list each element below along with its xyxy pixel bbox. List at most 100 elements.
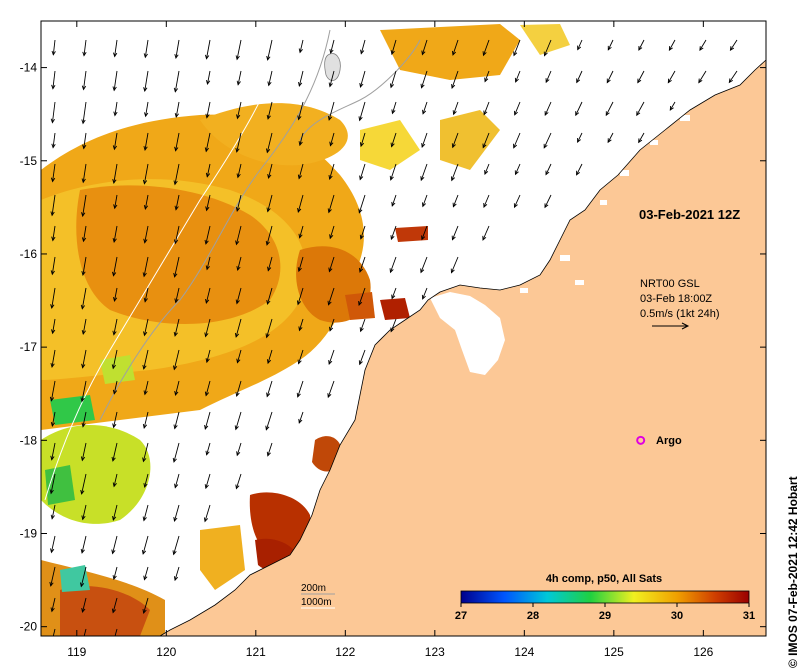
current-vector (451, 256, 459, 273)
current-vector (144, 318, 149, 336)
current-vector-head (450, 176, 455, 182)
current-vector-head (390, 142, 395, 148)
current-vector-head (636, 111, 641, 117)
current-vector (728, 70, 738, 83)
current-vector-head (142, 364, 147, 370)
colorbar-tick-label: 27 (455, 610, 467, 622)
colorbar-ticks: 27 28 29 30 31 (455, 603, 755, 622)
current-vector (360, 132, 366, 147)
current-vector (299, 132, 304, 146)
current-vector (144, 70, 149, 92)
current-vector (267, 194, 273, 212)
y-axis: -14 -15 -16 -17 -18 -19 -20 (20, 61, 766, 634)
current-vector (205, 287, 211, 304)
current-vector-head (327, 208, 332, 214)
current-vector-head (174, 54, 179, 60)
current-vector (235, 411, 242, 430)
current-vector (174, 473, 180, 488)
current-vector-head (111, 549, 116, 555)
current-vector-head (607, 45, 612, 51)
current-vector (113, 132, 118, 150)
reef-island (324, 53, 341, 81)
current-vector-head (391, 294, 396, 300)
current-vector-head (235, 392, 240, 398)
current-vector-head (81, 422, 86, 428)
current-vector (329, 225, 335, 239)
current-vector-head (205, 206, 210, 212)
current-vector-head (80, 456, 86, 462)
current-vector (452, 39, 459, 56)
current-vector (453, 101, 459, 115)
scale-arrow (652, 322, 690, 330)
coastline (159, 59, 766, 636)
current-vector-head (389, 268, 394, 274)
current-vector (360, 318, 366, 332)
current-vector-head (82, 51, 87, 57)
current-vector (112, 597, 118, 613)
colorbar-tick-label: 29 (599, 610, 611, 622)
current-vector (328, 194, 335, 213)
current-vector-head (205, 54, 210, 60)
current-vector-head (328, 359, 333, 365)
current-vector-head (143, 331, 148, 337)
current-vector-head (358, 267, 364, 273)
current-vector-head (51, 84, 56, 90)
current-vector-head (327, 393, 332, 399)
current-vector (237, 70, 242, 85)
current-vector (267, 442, 273, 456)
current-vector (143, 256, 149, 277)
colorbar-title: 4h comp, p50, All Sats (546, 573, 662, 585)
current-vector (144, 225, 149, 243)
current-vector (299, 225, 304, 238)
current-vector-head (143, 205, 149, 211)
current-vector-head (172, 457, 177, 463)
current-vector (298, 349, 304, 364)
current-vector (82, 504, 87, 520)
current-vector (267, 256, 273, 271)
current-vector (298, 256, 304, 272)
current-vector-head (483, 202, 488, 208)
current-vector-head (359, 175, 364, 181)
current-vector-head (205, 113, 210, 119)
current-vector (515, 70, 521, 83)
current-vector-head (265, 333, 270, 339)
current-vector-head (545, 78, 550, 84)
current-vector (452, 132, 459, 148)
current-vector-head (50, 641, 53, 645)
current-vector (328, 101, 335, 121)
current-vector-head (49, 396, 55, 402)
current-vector-head (420, 268, 425, 274)
current-vector-head (112, 271, 117, 277)
current-vector (298, 163, 304, 179)
current-vector-head (112, 179, 117, 185)
current-vector (112, 442, 118, 462)
current-vector-head (698, 78, 703, 84)
x-tick-label: 120 (156, 645, 176, 659)
current-vector-head (545, 170, 550, 176)
current-vector-head (266, 451, 271, 457)
current-vector-head (576, 78, 581, 84)
current-vector (82, 101, 87, 124)
current-vector-head (205, 172, 211, 178)
current-vector (391, 194, 397, 207)
current-vector (114, 628, 118, 636)
current-vector-head (266, 148, 271, 154)
current-vector (668, 39, 676, 51)
current-vector (175, 101, 180, 118)
current-vector (205, 132, 211, 152)
current-vector (175, 380, 180, 396)
current-vector (51, 504, 56, 519)
current-vector-head (359, 142, 365, 148)
current-vector-head (173, 516, 178, 522)
current-vector (577, 39, 583, 50)
current-vector-head (174, 298, 179, 304)
argo-float-marker (636, 435, 646, 445)
current-vector (359, 256, 366, 273)
current-vector-head (81, 85, 87, 91)
current-vector-head (235, 299, 240, 305)
current-time-label: 03-Feb 18:00Z (640, 293, 712, 305)
current-vector-head (49, 581, 54, 587)
current-vector (483, 194, 490, 208)
current-vector-head (81, 119, 86, 125)
current-vector (330, 132, 335, 146)
